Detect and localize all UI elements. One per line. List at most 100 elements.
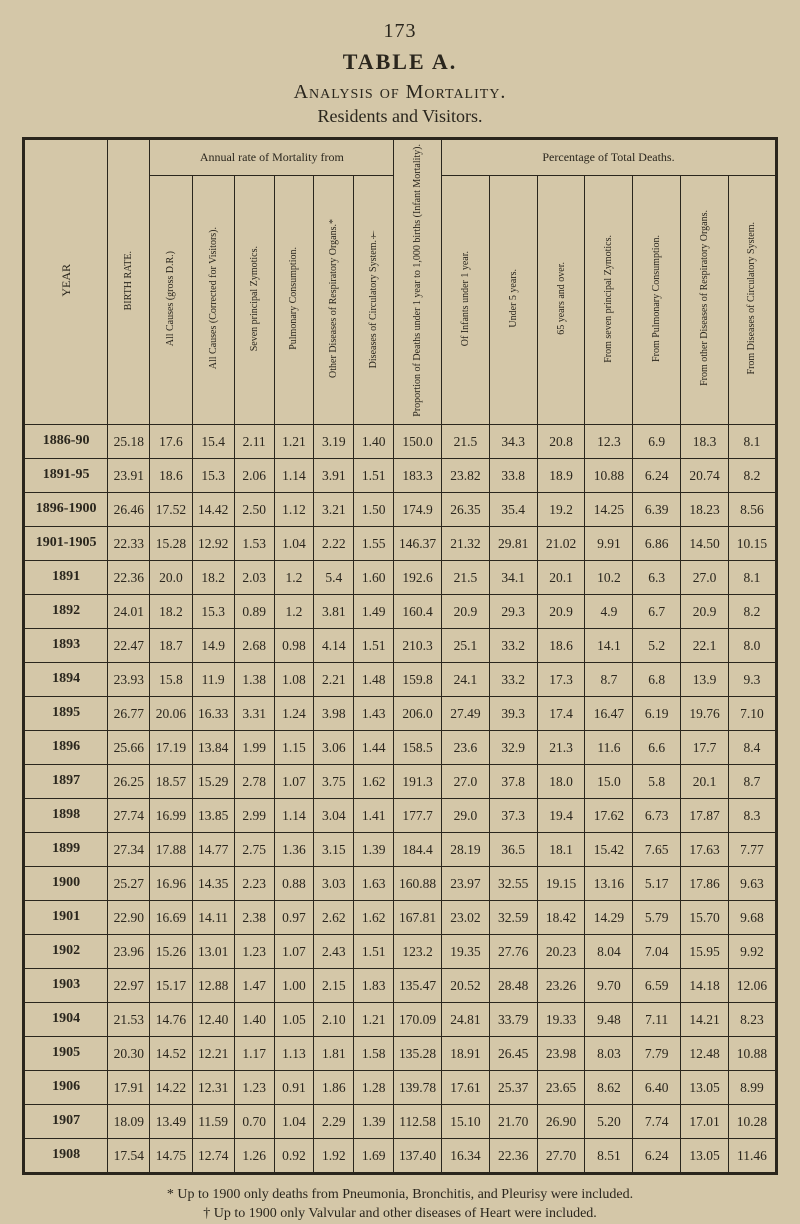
data-cell: 8.7: [585, 662, 633, 696]
data-cell: 7.77: [728, 832, 776, 866]
data-cell: 1.58: [354, 1036, 394, 1070]
data-cell: 14.25: [585, 492, 633, 526]
data-cell: 18.6: [537, 628, 585, 662]
table-row: 190817.5414.7512.741.260.921.921.69137.4…: [24, 1138, 777, 1173]
data-cell: 2.62: [314, 900, 354, 934]
data-cell: 28.48: [489, 968, 537, 1002]
table-row: 1891-9523.9118.615.32.061.143.911.51183.…: [24, 458, 777, 492]
data-cell: 17.86: [681, 866, 729, 900]
data-cell: 16.99: [150, 798, 192, 832]
data-cell: 9.68: [728, 900, 776, 934]
col-circulatory: Diseases of Circulatory System.†: [354, 176, 394, 425]
data-cell: 1.48: [354, 662, 394, 696]
col-infant-mortality: Proportion of Deaths under 1 year to 1,0…: [394, 139, 442, 425]
data-cell: 15.29: [192, 764, 234, 798]
data-cell: 27.0: [442, 764, 490, 798]
data-cell: 1.49: [354, 594, 394, 628]
data-cell: 9.48: [585, 1002, 633, 1036]
data-cell: 23.65: [537, 1070, 585, 1104]
year-cell: 1908: [24, 1138, 108, 1173]
data-cell: 160.88: [394, 866, 442, 900]
data-cell: 22.97: [108, 968, 150, 1002]
table-row: 189423.9315.811.91.381.082.211.48159.824…: [24, 662, 777, 696]
data-cell: 13.9: [681, 662, 729, 696]
data-cell: 6.6: [633, 730, 681, 764]
data-cell: 26.77: [108, 696, 150, 730]
data-cell: 12.88: [192, 968, 234, 1002]
data-cell: 21.02: [537, 526, 585, 560]
data-cell: 1.24: [274, 696, 314, 730]
data-cell: 10.28: [728, 1104, 776, 1138]
data-cell: 6.24: [633, 458, 681, 492]
data-cell: 7.11: [633, 1002, 681, 1036]
col-consumption: Pulmonary Consumption.: [274, 176, 314, 425]
data-cell: 1.15: [274, 730, 314, 764]
data-cell: 8.03: [585, 1036, 633, 1070]
data-cell: 11.9: [192, 662, 234, 696]
data-cell: 19.33: [537, 1002, 585, 1036]
year-cell: 1897: [24, 764, 108, 798]
data-cell: 16.34: [442, 1138, 490, 1173]
data-cell: 20.74: [681, 458, 729, 492]
year-cell: 1907: [24, 1104, 108, 1138]
data-cell: 15.95: [681, 934, 729, 968]
data-cell: 8.23: [728, 1002, 776, 1036]
table-row: 190520.3014.5212.211.171.131.811.58135.2…: [24, 1036, 777, 1070]
data-cell: 20.06: [150, 696, 192, 730]
year-cell: 1886-90: [24, 424, 108, 458]
table-row: 1886-9025.1817.615.42.111.213.191.40150.…: [24, 424, 777, 458]
data-cell: 6.39: [633, 492, 681, 526]
data-cell: 1.2: [274, 560, 314, 594]
data-cell: 37.8: [489, 764, 537, 798]
data-cell: 15.70: [681, 900, 729, 934]
data-cell: 18.09: [108, 1104, 150, 1138]
page: 173 TABLE A. Analysis of Mortality. Resi…: [0, 0, 800, 1181]
table-row: 189927.3417.8814.772.751.363.151.39184.4…: [24, 832, 777, 866]
data-cell: 1.43: [354, 696, 394, 730]
table-row: 190223.9615.2613.011.231.072.431.51123.2…: [24, 934, 777, 968]
col-zymotics: Seven principal Zymotics.: [234, 176, 274, 425]
data-cell: 191.3: [394, 764, 442, 798]
data-cell: 12.21: [192, 1036, 234, 1070]
data-cell: 17.01: [681, 1104, 729, 1138]
data-cell: 1.08: [274, 662, 314, 696]
data-cell: 25.27: [108, 866, 150, 900]
data-cell: 18.3: [681, 424, 729, 458]
data-cell: 17.63: [681, 832, 729, 866]
data-cell: 1.21: [274, 424, 314, 458]
data-cell: 1.51: [354, 458, 394, 492]
data-cell: 1.04: [274, 526, 314, 560]
data-cell: 158.5: [394, 730, 442, 764]
data-cell: 8.7: [728, 764, 776, 798]
data-cell: 0.89: [234, 594, 274, 628]
table-row: 189322.4718.714.92.680.984.141.51210.325…: [24, 628, 777, 662]
data-cell: 0.98: [274, 628, 314, 662]
data-cell: 17.91: [108, 1070, 150, 1104]
data-cell: 21.5: [442, 560, 490, 594]
footnote-b: † Up to 1900 only Valvular and other dis…: [22, 1204, 778, 1224]
data-cell: 24.1: [442, 662, 490, 696]
data-cell: 15.3: [192, 458, 234, 492]
data-cell: 123.2: [394, 934, 442, 968]
data-cell: 0.92: [274, 1138, 314, 1173]
data-cell: 3.19: [314, 424, 354, 458]
data-cell: 2.15: [314, 968, 354, 1002]
data-cell: 184.4: [394, 832, 442, 866]
table-row: 190421.5314.7612.401.401.052.101.21170.0…: [24, 1002, 777, 1036]
data-cell: 18.7: [150, 628, 192, 662]
data-cell: 2.38: [234, 900, 274, 934]
data-cell: 1.81: [314, 1036, 354, 1070]
data-cell: 210.3: [394, 628, 442, 662]
data-cell: 19.35: [442, 934, 490, 968]
data-cell: 2.99: [234, 798, 274, 832]
data-cell: 23.93: [108, 662, 150, 696]
footnote-a: * Up to 1900 only deaths from Pneumonia,…: [22, 1185, 778, 1205]
data-cell: 1.14: [274, 798, 314, 832]
data-cell: 17.61: [442, 1070, 490, 1104]
data-cell: 170.09: [394, 1002, 442, 1036]
data-cell: 3.98: [314, 696, 354, 730]
data-cell: 1.92: [314, 1138, 354, 1173]
data-cell: 35.4: [489, 492, 537, 526]
data-cell: 3.75: [314, 764, 354, 798]
data-cell: 150.0: [394, 424, 442, 458]
